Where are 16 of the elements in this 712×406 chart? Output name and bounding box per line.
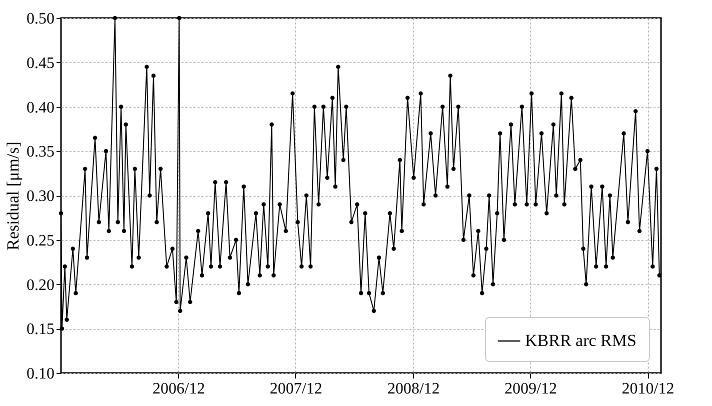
y-tick-label: 0.25: [26, 232, 54, 250]
y-tick-label: 0.30: [26, 188, 54, 205]
y-axis-title: Residual [μm/s]: [4, 142, 22, 250]
x-tick-label: 2009/12: [504, 380, 557, 398]
y-tick-label: 0.10: [26, 366, 54, 382]
x-tick-label: 2007/12: [270, 380, 322, 398]
y-tick-label: 0.50: [26, 10, 54, 28]
y-tick-label: 0.40: [26, 99, 54, 116]
x-tick-label: 2006/12: [152, 380, 205, 398]
y-tick-label: 0.45: [26, 54, 54, 72]
legend-label: KBRR arc RMS: [525, 331, 636, 350]
y-tick-label: 0.15: [26, 321, 54, 338]
y-tick-label: 0.35: [26, 144, 54, 161]
x-tick-label: 2010/12: [622, 380, 674, 398]
y-tick-label: 0.20: [26, 276, 54, 294]
x-tick-label: 2008/12: [387, 380, 440, 398]
